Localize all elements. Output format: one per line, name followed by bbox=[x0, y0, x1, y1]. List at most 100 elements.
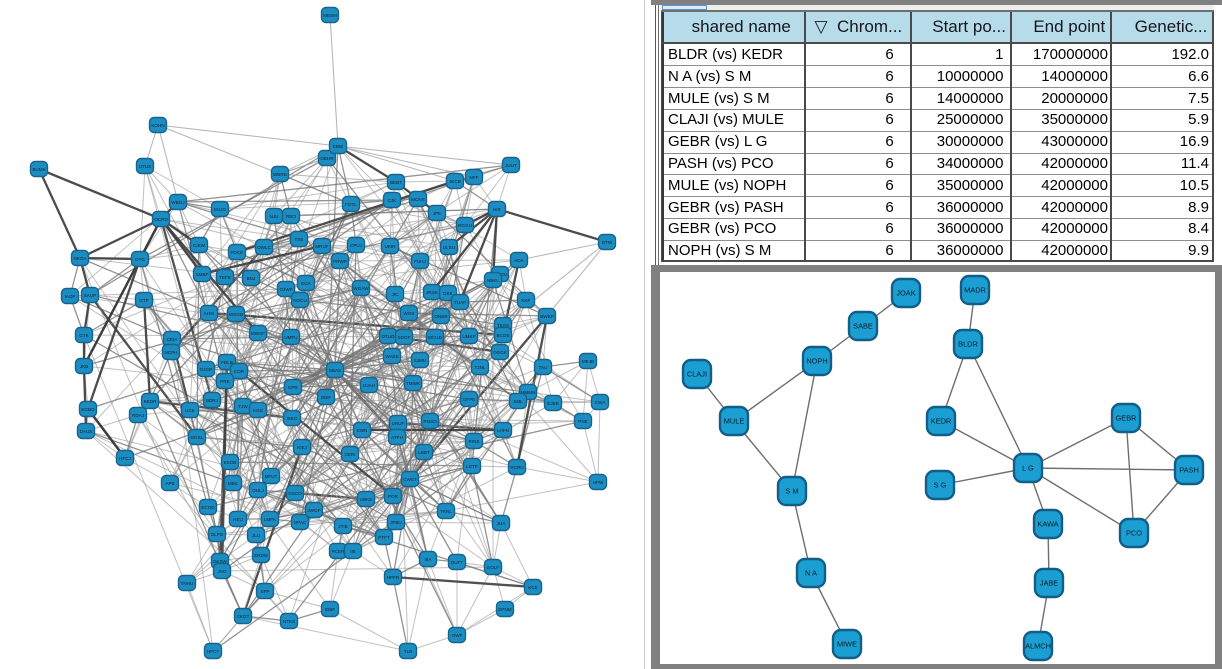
svg-text:KOHN: KOHN bbox=[151, 123, 164, 128]
svg-text:IIIA: IIIA bbox=[425, 557, 433, 562]
svg-text:PNE: PNE bbox=[578, 419, 587, 424]
svg-text:CJK: CJK bbox=[388, 198, 398, 203]
svg-text:NOCU: NOCU bbox=[293, 298, 307, 303]
svg-text:HEU: HEU bbox=[233, 517, 243, 522]
svg-text:JLU: JLU bbox=[252, 533, 260, 538]
svg-text:PASH: PASH bbox=[1179, 466, 1199, 475]
svg-text:MADR: MADR bbox=[964, 286, 986, 295]
svg-text:BWEP: BWEP bbox=[540, 314, 554, 319]
svg-text:RDAJ: RDAJ bbox=[132, 413, 144, 418]
svg-text:UNUF: UNUF bbox=[392, 421, 405, 426]
svg-text:MBSM: MBSM bbox=[323, 13, 337, 18]
svg-text:DKSW: DKSW bbox=[213, 559, 227, 564]
svg-text:JKCB: JKCB bbox=[449, 179, 461, 184]
svg-text:TJW: TJW bbox=[238, 404, 248, 409]
svg-text:CWST: CWST bbox=[403, 477, 417, 482]
svg-text:TSE: TSE bbox=[295, 237, 304, 242]
svg-text:UMFU: UMFU bbox=[284, 335, 297, 340]
svg-text:GTP: GTP bbox=[139, 298, 148, 303]
svg-text:TAU: TAU bbox=[539, 365, 548, 370]
svg-text:IIE: IIE bbox=[350, 549, 356, 554]
svg-text:WSGB: WSGB bbox=[229, 312, 243, 317]
svg-text:IKR: IKR bbox=[493, 207, 501, 212]
svg-text:JUUT: JUUT bbox=[505, 163, 517, 168]
svg-text:KIEJ: KIEJ bbox=[297, 445, 307, 450]
svg-text:KKP: KKP bbox=[521, 298, 530, 303]
svg-text:MRUF: MRUF bbox=[315, 244, 328, 249]
svg-text:WBRD: WBRD bbox=[273, 172, 288, 177]
svg-text:BCGE: BCGE bbox=[496, 333, 509, 338]
svg-text:NTKS: NTKS bbox=[283, 619, 295, 624]
svg-text:KEDR: KEDR bbox=[144, 399, 157, 404]
svg-text:LHFN: LHFN bbox=[497, 428, 509, 433]
svg-text:OWF: OWF bbox=[452, 633, 463, 638]
svg-text:DLPO: DLPO bbox=[211, 532, 224, 537]
svg-text:L G: L G bbox=[1022, 464, 1034, 473]
svg-text:OTG: OTG bbox=[135, 257, 145, 262]
svg-text:TJNL: TJNL bbox=[475, 365, 486, 370]
svg-text:BNJ: BNJ bbox=[247, 276, 256, 281]
svg-text:SDOF: SDOF bbox=[398, 335, 411, 340]
svg-text:BUMK: BUMK bbox=[32, 167, 46, 172]
svg-text:JPE: JPE bbox=[433, 211, 441, 216]
svg-text:S M: S M bbox=[785, 487, 798, 496]
svg-text:NJU: NJU bbox=[270, 214, 279, 219]
svg-text:MCNS: MCNS bbox=[411, 197, 425, 202]
svg-text:CPUJ: CPUJ bbox=[350, 243, 362, 248]
svg-text:NOPH: NOPH bbox=[806, 357, 827, 366]
svg-text:OBHR: OBHR bbox=[320, 156, 334, 161]
svg-text:PTFT: PTFT bbox=[378, 535, 390, 540]
svg-text:TUAF: TUAF bbox=[454, 300, 466, 305]
svg-text:OWLC: OWLC bbox=[257, 245, 271, 250]
svg-text:WBGJ: WBGJ bbox=[171, 200, 184, 205]
svg-text:HFCT: HFCT bbox=[207, 649, 219, 654]
svg-text:GTK: GTK bbox=[79, 333, 89, 338]
svg-text:RNSO: RNSO bbox=[423, 419, 437, 424]
svg-text:JOAK: JOAK bbox=[896, 289, 915, 298]
svg-text:AHSI: AHSI bbox=[204, 311, 215, 316]
svg-text:CWA: CWA bbox=[595, 400, 606, 405]
svg-text:KCE: KCE bbox=[528, 585, 537, 590]
svg-text:RINS: RINS bbox=[469, 439, 480, 444]
svg-text:ADA: ADA bbox=[514, 258, 524, 263]
svg-text:NFF: NFF bbox=[470, 175, 479, 180]
svg-text:JFBU: JFBU bbox=[390, 520, 401, 525]
svg-text:JTIB: JTIB bbox=[338, 524, 347, 529]
svg-text:EGBO: EGBO bbox=[81, 407, 95, 412]
svg-text:MMMN: MMMN bbox=[521, 390, 536, 395]
svg-text:BDRJ: BDRJ bbox=[206, 398, 218, 403]
svg-text:SABE: SABE bbox=[853, 322, 873, 331]
svg-text:OCRD: OCRD bbox=[154, 217, 168, 222]
svg-text:ISKO: ISKO bbox=[287, 416, 298, 421]
svg-text:SAUP: SAUP bbox=[84, 293, 97, 298]
svg-text:KGG: KGG bbox=[253, 408, 264, 413]
svg-text:JSO: JSO bbox=[218, 569, 227, 574]
svg-text:KEDR: KEDR bbox=[931, 417, 952, 426]
svg-text:LMFK: LMFK bbox=[264, 517, 277, 522]
svg-text:RGGU: RGGU bbox=[458, 223, 472, 228]
svg-text:FOTL: FOTL bbox=[345, 202, 357, 207]
svg-text:DUFT: DUFT bbox=[451, 560, 463, 565]
svg-text:GSCO: GSCO bbox=[288, 491, 302, 496]
svg-text:FDCD: FDCD bbox=[231, 250, 244, 255]
svg-text:BLDR: BLDR bbox=[958, 340, 978, 349]
svg-text:OJGR: OJGR bbox=[200, 367, 213, 372]
svg-text:S G: S G bbox=[934, 481, 947, 490]
svg-text:TLB: TLB bbox=[404, 649, 412, 654]
svg-text:MFUT: MFUT bbox=[265, 474, 278, 479]
svg-text:DAUS: DAUS bbox=[80, 429, 93, 434]
svg-text:MCUD: MCUD bbox=[428, 335, 442, 340]
svg-text:SBAS: SBAS bbox=[329, 368, 341, 373]
svg-text:DGSL: DGSL bbox=[191, 435, 204, 440]
svg-text:HPW: HPW bbox=[593, 480, 604, 485]
svg-text:NBKL: NBKL bbox=[487, 278, 499, 283]
svg-text:SML: SML bbox=[513, 399, 523, 404]
svg-text:ERDM: ERDM bbox=[254, 553, 268, 558]
svg-text:EJEE: EJEE bbox=[547, 401, 559, 406]
svg-text:JWOP: JWOP bbox=[307, 508, 320, 513]
svg-text:HPFR: HPFR bbox=[387, 575, 400, 580]
svg-text:COR: COR bbox=[234, 369, 245, 374]
svg-text:DJAH: DJAH bbox=[363, 383, 375, 388]
svg-text:LDTP: LDTP bbox=[466, 464, 478, 469]
svg-text:REO: REO bbox=[286, 214, 296, 219]
